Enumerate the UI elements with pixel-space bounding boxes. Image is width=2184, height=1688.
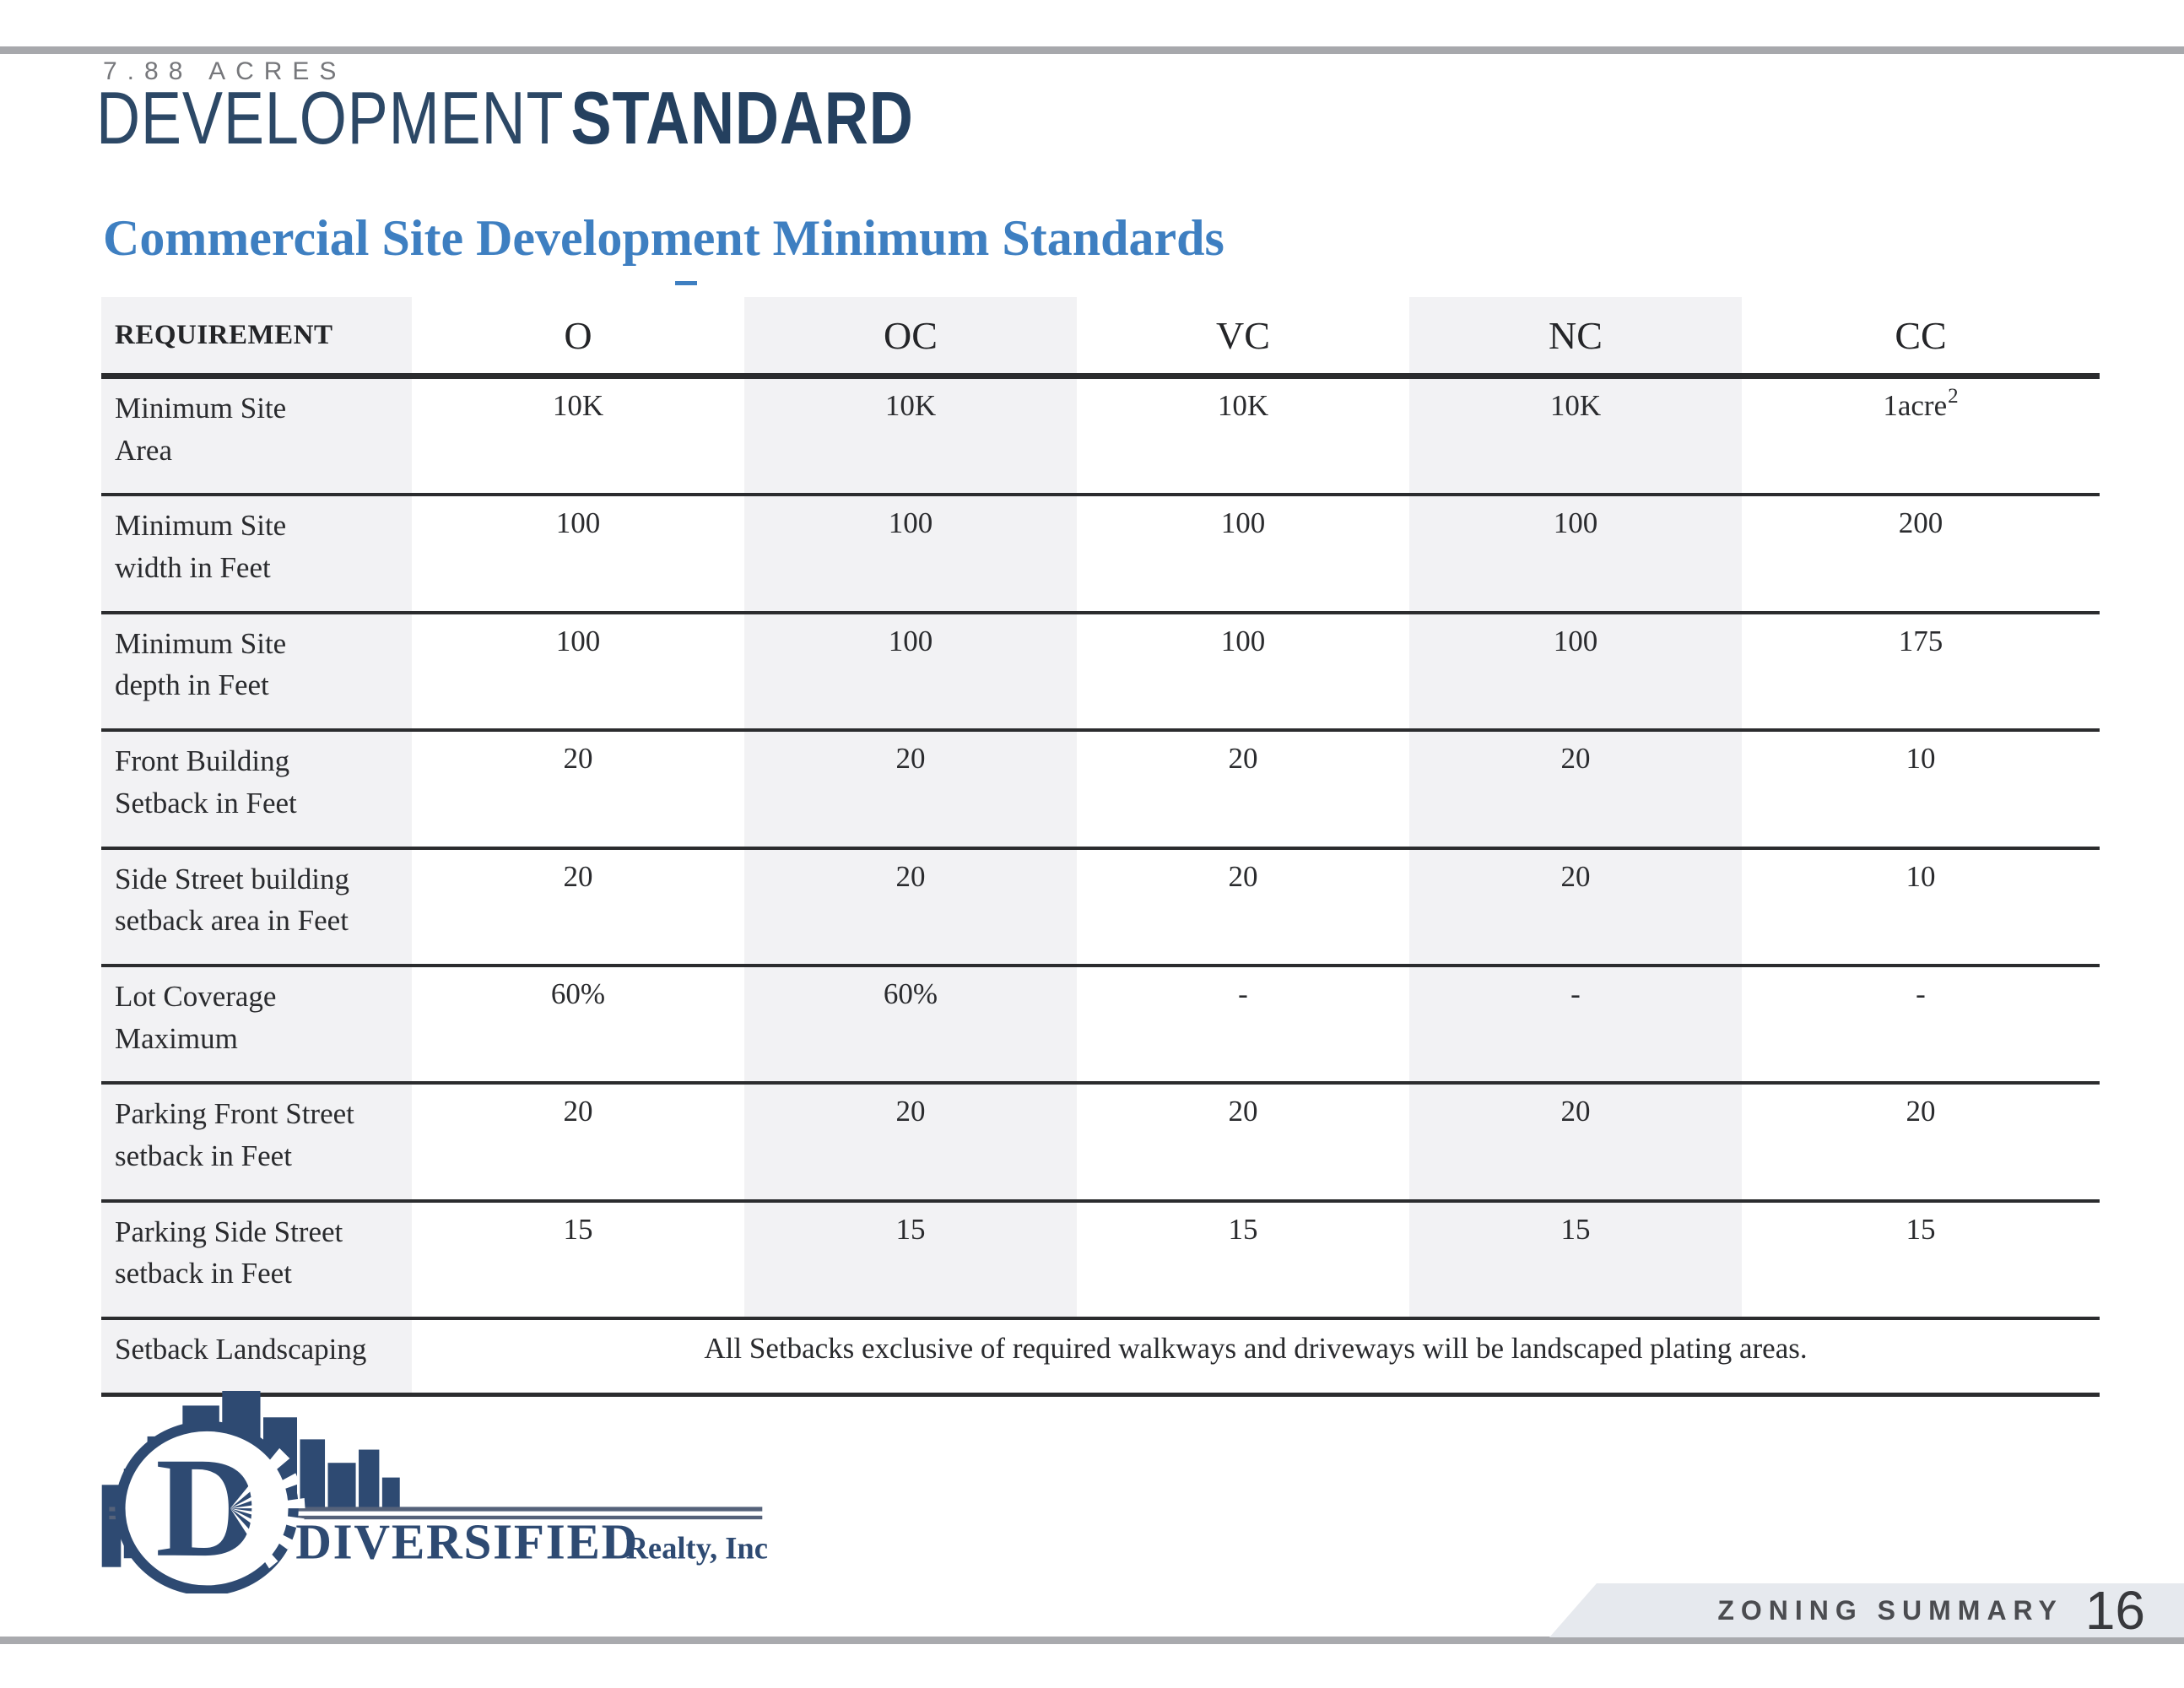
table-cell: - xyxy=(1916,977,1926,1010)
section-heading: Commercial Site Development Minimum Stan… xyxy=(103,210,1224,266)
table-cell: 20 xyxy=(563,1095,593,1128)
superscript: 2 xyxy=(1948,385,1959,408)
page-title-light: DEVELOPMENT xyxy=(96,76,565,160)
table-cell: 15 xyxy=(563,1212,593,1246)
column-header-oc: OC xyxy=(744,297,1077,376)
top-divider-rule xyxy=(0,46,2184,54)
logo-rule-bottom xyxy=(109,1515,763,1520)
table-cell: 100 xyxy=(1409,612,1742,731)
bottom-divider-rule xyxy=(0,1637,2184,1644)
logo-company-name: DIVERSIFIED xyxy=(295,1513,639,1569)
table-cell: 15 xyxy=(1228,1212,1258,1246)
table-row: Front Building Setback in Feet 20 20 20 20 10 xyxy=(101,730,2100,848)
table-cell: 20 xyxy=(1906,1095,1936,1128)
table-cell: 20 xyxy=(1228,1095,1258,1128)
column-header-cc: CC xyxy=(1895,313,1947,357)
requirement-label: Parking Front Street setback in Feet xyxy=(101,1083,412,1201)
footer-band: ZONING SUMMARY 16 xyxy=(1549,1583,2184,1637)
page-title: DEVELOPMENTSTANDARD xyxy=(96,76,914,160)
table-cell: 20 xyxy=(563,859,593,893)
column-header-requirement: REQUIREMENT xyxy=(101,297,412,376)
standards-table: REQUIREMENT O OC VC NC CC Minimum Site Area 10K… xyxy=(101,297,2100,1397)
landscaping-note: All Setbacks exclusive of required walkw… xyxy=(704,1332,1808,1365)
table-cell: 10K xyxy=(552,389,604,422)
table-cell: 200 xyxy=(1898,506,1943,540)
table-cell: 10 xyxy=(1906,742,1936,776)
table-head: REQUIREMENT O OC VC NC CC xyxy=(101,297,2100,376)
table-cell: 1acre2 xyxy=(1883,385,1959,422)
column-header-vc: VC xyxy=(1216,313,1270,357)
table-cell: 100 xyxy=(744,612,1077,731)
table-row: Minimum Site Area 10K 10K 10K 10K 1acre2 xyxy=(101,376,2100,495)
table-row: Parking Side Street setback in Feet 15 15 15… xyxy=(101,1200,2100,1318)
table-cell: 20 xyxy=(1228,859,1258,893)
table-cell: 20 xyxy=(744,847,1077,966)
table-cell: 60% xyxy=(744,965,1077,1084)
requirement-label: Minimum Site Area xyxy=(101,376,412,495)
table-row: Lot Coverage Maximum 60% 60% - - - xyxy=(101,965,2100,1084)
requirement-label: Lot Coverage Maximum xyxy=(101,965,412,1084)
table-cell: 100 xyxy=(1409,495,1742,613)
table-cell: 15 xyxy=(1409,1200,1742,1318)
column-header-nc: NC xyxy=(1409,297,1742,376)
requirement-label: Parking Side Street setback in Feet xyxy=(101,1200,412,1318)
table-cell: 10K xyxy=(1217,389,1269,422)
footer-section-label: ZONING SUMMARY xyxy=(1717,1594,2063,1626)
logo-rule-top xyxy=(109,1507,763,1512)
acreage-label: 7.88 ACRES xyxy=(103,57,347,85)
table-cell: 15 xyxy=(744,1200,1077,1318)
table-cell: 15 xyxy=(1906,1212,1936,1246)
table-cell: 100 xyxy=(744,495,1077,613)
table-cell: 20 xyxy=(744,1083,1077,1201)
table-cell: - xyxy=(1409,965,1742,1084)
sunburst-icon xyxy=(230,1447,305,1569)
table-cell: - xyxy=(1238,977,1248,1010)
table-row: Minimum Site depth in Feet 100 100 100 100 175 xyxy=(101,612,2100,731)
column-header-o: O xyxy=(564,313,592,357)
table-cell: 100 xyxy=(555,624,601,657)
requirement-label: Minimum Site width in Feet xyxy=(101,495,412,613)
table-cell: 20 xyxy=(1409,847,1742,966)
company-logo: D DIVERSIFIED Realty, Inc xyxy=(101,1391,768,1593)
table-body: Minimum Site Area 10K 10K 10K 10K 1acre2 Minimu… xyxy=(101,376,2100,1395)
logo-company-suffix: Realty, Inc xyxy=(626,1530,768,1565)
table-cell: 100 xyxy=(1220,624,1266,657)
table-cell: 100 xyxy=(1220,506,1266,540)
heading-underline-artifact xyxy=(675,281,697,285)
page-number: 16 xyxy=(2084,1580,2145,1641)
table-header-row: REQUIREMENT O OC VC NC CC xyxy=(101,297,2100,376)
table-row-setback-landscaping: Setback Landscaping All Setbacks exclusiv… xyxy=(101,1318,2100,1395)
requirement-label: Setback Landscaping xyxy=(101,1318,412,1395)
table-row: Side Street building setback area in Feet… xyxy=(101,847,2100,966)
logo-ring-icon xyxy=(115,1420,299,1593)
page-title-bold: STANDARD xyxy=(570,76,914,160)
table-cell: 10K xyxy=(744,376,1077,495)
table-cell: 10K xyxy=(1409,376,1742,495)
requirement-label: Side Street building setback area in Feet xyxy=(101,847,412,966)
table-cell: 20 xyxy=(563,742,593,776)
requirement-label: Minimum Site depth in Feet xyxy=(101,612,412,731)
table-row: Parking Front Street setback in Feet 20 20 2… xyxy=(101,1083,2100,1201)
table-cell: 20 xyxy=(744,730,1077,848)
table-cell: 10 xyxy=(1906,859,1936,893)
table-cell: 20 xyxy=(1409,1083,1742,1201)
table-cell: 100 xyxy=(555,506,601,540)
table-cell: 20 xyxy=(1228,742,1258,776)
table-cell: 175 xyxy=(1898,624,1943,657)
table-cell: 20 xyxy=(1409,730,1742,848)
requirement-label: Front Building Setback in Feet xyxy=(101,730,412,848)
table-row: Minimum Site width in Feet 100 100 100 100 200 xyxy=(101,495,2100,613)
table-cell: 60% xyxy=(550,977,606,1010)
